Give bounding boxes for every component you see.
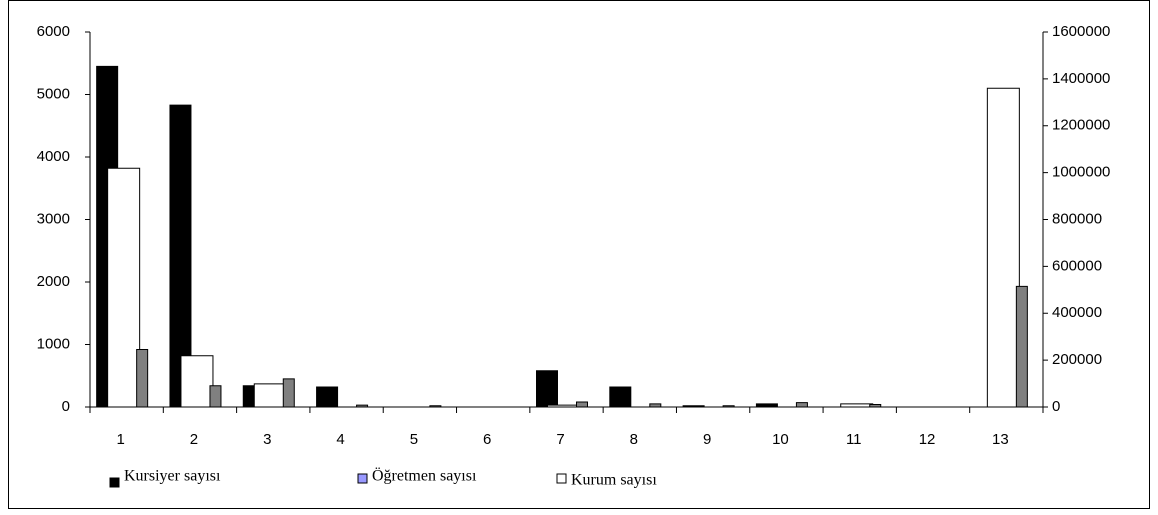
y2-tick-label: 800000 (1052, 210, 1102, 227)
x-tick-label: 13 (992, 431, 1009, 448)
bar (609, 386, 632, 408)
x-tick-label: 9 (703, 431, 711, 448)
x-tick-label: 3 (263, 431, 271, 448)
bar (536, 370, 558, 408)
bar (795, 402, 808, 408)
bar (253, 383, 287, 408)
y-tick-label: 6000 (37, 23, 70, 40)
y2-tick-label: 600000 (1052, 257, 1102, 274)
bar (576, 401, 588, 408)
y-tick-label: 5000 (37, 85, 70, 102)
bar (282, 378, 295, 408)
y2-tick-label: 0 (1052, 398, 1060, 415)
y-tick-label: 3000 (37, 210, 70, 227)
x-tick-label: 5 (410, 431, 418, 448)
y2-tick-label: 1400000 (1052, 70, 1110, 87)
chart-frame (8, 0, 1150, 509)
x-tick-label: 6 (483, 431, 491, 448)
y2-tick-label: 1200000 (1052, 117, 1110, 134)
bar (316, 386, 339, 408)
x-tick-label: 1 (116, 431, 124, 448)
bar (107, 167, 141, 408)
y-tick-label: 1000 (37, 335, 70, 352)
legend-label: Kurum sayısı (571, 472, 657, 489)
x-tick-label: 12 (919, 431, 936, 448)
x-tick-label: 2 (190, 431, 198, 448)
legend-swatch (556, 473, 567, 484)
x-tick-label: 7 (556, 431, 564, 448)
y2-tick-label: 400000 (1052, 304, 1102, 321)
x-tick-label: 10 (772, 431, 789, 448)
x-tick-label: 11 (846, 431, 862, 448)
legend-label: Kursiyer sayısı (124, 468, 221, 485)
y-tick-label: 2000 (37, 273, 70, 290)
y2-tick-label: 1600000 (1052, 23, 1110, 40)
legend-label: Öğretmen sayısı (372, 467, 477, 485)
legend-swatch (357, 473, 368, 484)
x-tick-label: 4 (336, 431, 344, 448)
bar (136, 349, 149, 408)
bar (180, 355, 214, 408)
bar (1015, 285, 1028, 408)
bar (209, 385, 222, 408)
x-tick-label: 8 (630, 431, 638, 448)
y-tick-label: 0 (62, 398, 70, 415)
y2-tick-label: 200000 (1052, 351, 1102, 368)
legend-swatch (109, 477, 120, 488)
y-tick-label: 4000 (37, 148, 70, 165)
bar (986, 87, 1020, 408)
y2-tick-label: 1000000 (1052, 164, 1110, 181)
